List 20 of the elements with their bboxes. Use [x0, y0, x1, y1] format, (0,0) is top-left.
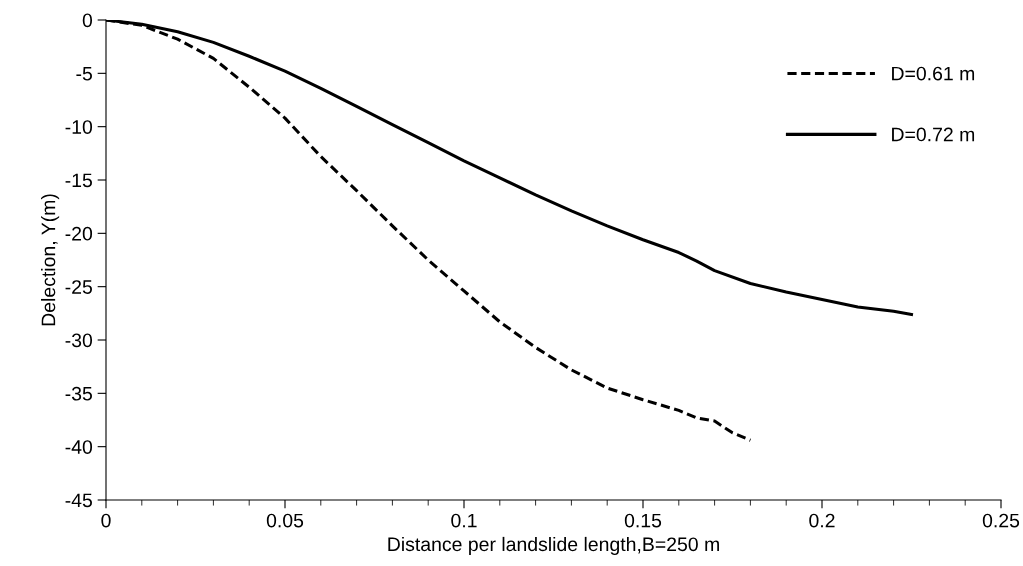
legend-label: D=0.61 m — [892, 66, 975, 81]
x-tick-label: 0.05 — [266, 513, 304, 528]
x-tick-label: 0.2 — [809, 513, 835, 528]
x-tick-label: 0.25 — [982, 513, 1020, 528]
x-tick-label: 0.15 — [624, 513, 662, 528]
y-tick-label: -20 — [65, 226, 93, 241]
y-tick-label: -10 — [65, 120, 93, 134]
y-tick-label: -5 — [76, 67, 92, 81]
y-tick-label: -25 — [65, 280, 92, 294]
legend-label: D=0.72 m — [892, 127, 975, 142]
y-tick-label: 0 — [82, 13, 93, 28]
y-tick-label: -30 — [65, 333, 93, 348]
x-axis-title: Distance per landslide length,B=250 m — [388, 536, 719, 555]
y-tick-label: -15 — [65, 173, 92, 188]
y-tick-label: -35 — [65, 386, 92, 401]
x-tick-label: 0.1 — [451, 513, 477, 528]
y-tick-label: -40 — [65, 440, 93, 454]
y-axis-title: Delection, Y(m) — [41, 194, 60, 326]
x-tick-label: 0 — [101, 513, 111, 528]
y-tick-label: -45 — [65, 493, 92, 508]
